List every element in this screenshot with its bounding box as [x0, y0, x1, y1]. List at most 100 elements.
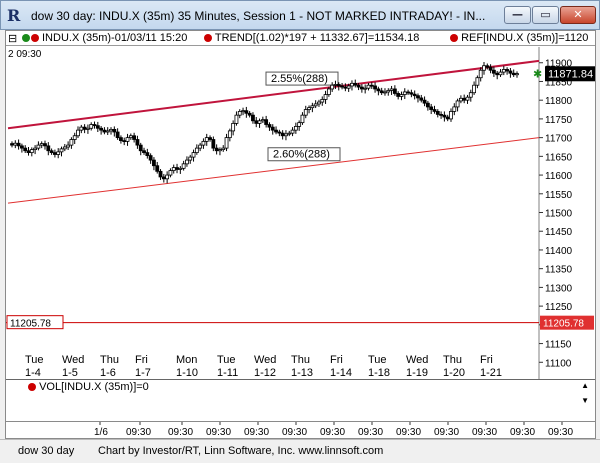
- time-tick-label: 09:30: [244, 427, 269, 438]
- y-tick-label: 11700: [545, 134, 573, 145]
- status-bar: dow 30 day Chart by Investor/RT, Linn So…: [0, 439, 600, 463]
- candle-body: [260, 119, 265, 122]
- candle-body: [89, 124, 94, 129]
- candle-body: [155, 165, 160, 172]
- candle-body: [293, 125, 298, 131]
- day-date-label: 1-13: [291, 367, 313, 379]
- time-tick-label: 09:30: [434, 427, 459, 438]
- candle-body: [59, 148, 64, 153]
- day-date-label: 1-14: [330, 367, 352, 379]
- upper-trend-line[interactable]: [7, 59, 540, 130]
- candle-body: [39, 143, 44, 146]
- green-dot-icon: [22, 34, 30, 42]
- candle-body: [412, 93, 417, 97]
- candle-body: [46, 145, 51, 152]
- trend-indicator-label[interactable]: TREND[(1.02)*197 + 11332.67]=11534.18: [204, 32, 419, 44]
- time-tick-label: 1/6: [94, 427, 108, 438]
- candle-body: [376, 88, 381, 92]
- candle-body: [218, 149, 222, 152]
- candle-body: [66, 144, 71, 148]
- lower-trend-line[interactable]: [7, 137, 540, 204]
- ref-indicator-label[interactable]: REF[INDU.X (35m)]=1120: [450, 32, 588, 44]
- indicator-status-icon[interactable]: [22, 32, 39, 44]
- candle-body: [49, 150, 54, 154]
- time-tick-label: 09:30: [206, 427, 231, 438]
- candle-body: [508, 70, 513, 74]
- candle-body: [317, 101, 321, 105]
- candle-body: [13, 142, 18, 146]
- candle-body: [340, 85, 344, 88]
- volume-pane[interactable]: VOL[INDU.X (35m)]=0 ▲ ▼: [6, 379, 595, 421]
- candle-body: [416, 95, 420, 99]
- trend-label-text: TREND[(1.02)*197 + 11332.67]=11534.18: [214, 32, 420, 44]
- candle-body: [511, 72, 516, 76]
- candle-body: [132, 135, 137, 140]
- volume-label: VOL[INDU.X (35m)]=0: [28, 381, 149, 393]
- time-axis: 1/6 09:30 09:30 09:30 09:30 09:30 09:30 09:30 09…: [5, 422, 596, 439]
- candle-body: [201, 140, 206, 146]
- y-tick-label: 11100: [545, 358, 572, 369]
- candle-body: [211, 139, 216, 149]
- candle-body: [224, 137, 229, 149]
- candle-body: [244, 110, 249, 114]
- candle-body: [125, 137, 130, 142]
- candle-body: [145, 152, 150, 157]
- candle-body: [419, 97, 424, 101]
- price-chart[interactable]: 11900 11850 11800 11750 11700 11650 11600 11550…: [6, 47, 595, 379]
- symbol-label[interactable]: INDU.X (35m)-01/03/11 15:20: [42, 32, 188, 44]
- red-dot-icon: [450, 34, 458, 42]
- candle-body: [194, 147, 199, 154]
- candle-body: [109, 128, 113, 132]
- y-tick-label: 11300: [545, 283, 573, 294]
- candle-body: [178, 167, 183, 170]
- candle-body: [386, 90, 391, 93]
- scroll-down-icon[interactable]: ▼: [581, 396, 589, 405]
- day-name-label: Tue: [217, 354, 236, 366]
- volume-label-text: VOL[INDU.X (35m)]=0: [39, 381, 149, 393]
- red-dot-icon: [28, 383, 36, 391]
- day-date-label: 1-11: [217, 367, 238, 379]
- day-date-label: 1-6: [100, 367, 116, 379]
- candle-body: [396, 93, 401, 97]
- candle-body: [198, 144, 203, 149]
- candle-body: [142, 150, 146, 154]
- chart-menu-icon[interactable]: ⊟: [8, 33, 18, 45]
- y-tick-label: 11400: [545, 246, 573, 257]
- candle-body: [135, 139, 140, 146]
- candle-body: [284, 133, 288, 137]
- candle-body: [221, 147, 226, 151]
- candle-body: [254, 120, 259, 124]
- candle-body: [491, 69, 496, 74]
- candle-body: [485, 65, 490, 68]
- close-button[interactable]: ✕: [560, 6, 596, 24]
- candle-body: [171, 167, 176, 171]
- ref-label-text: REF[INDU.X (35m)]=1120: [461, 32, 589, 44]
- minimize-button[interactable]: —: [504, 6, 531, 24]
- chart-window[interactable]: ⊟ INDU.X (35m)-01/03/11 15:20 TREND[(1.0…: [5, 30, 596, 422]
- candle-body: [449, 111, 453, 120]
- candle-body: [363, 87, 368, 90]
- candle-body: [33, 147, 38, 151]
- day-name-label: Fri: [135, 354, 148, 366]
- last-price-tag: [545, 66, 595, 82]
- candle-body: [86, 127, 90, 130]
- candle-body: [422, 99, 427, 104]
- ref-level-price-tag: [540, 315, 594, 330]
- candle-body: [237, 111, 242, 116]
- day-date-label: 1-7: [135, 367, 151, 379]
- time-tick-label: 09:30: [126, 427, 151, 438]
- candle-body: [478, 69, 483, 79]
- y-tick-label: 11750: [545, 115, 573, 126]
- candle-body: [69, 139, 74, 146]
- candle-body: [501, 69, 506, 73]
- scroll-up-icon[interactable]: ▲: [581, 381, 589, 390]
- trend-percent-label: 2.60%(288): [273, 149, 330, 161]
- maximize-button[interactable]: ▭: [532, 6, 559, 24]
- candle-body: [297, 122, 302, 127]
- candle-body: [515, 73, 519, 76]
- day-name-label: Mon: [176, 354, 197, 366]
- candle-body: [326, 88, 331, 95]
- candle-body: [95, 125, 100, 129]
- candle-body: [119, 137, 123, 142]
- time-tick-label: 09:30: [396, 427, 421, 438]
